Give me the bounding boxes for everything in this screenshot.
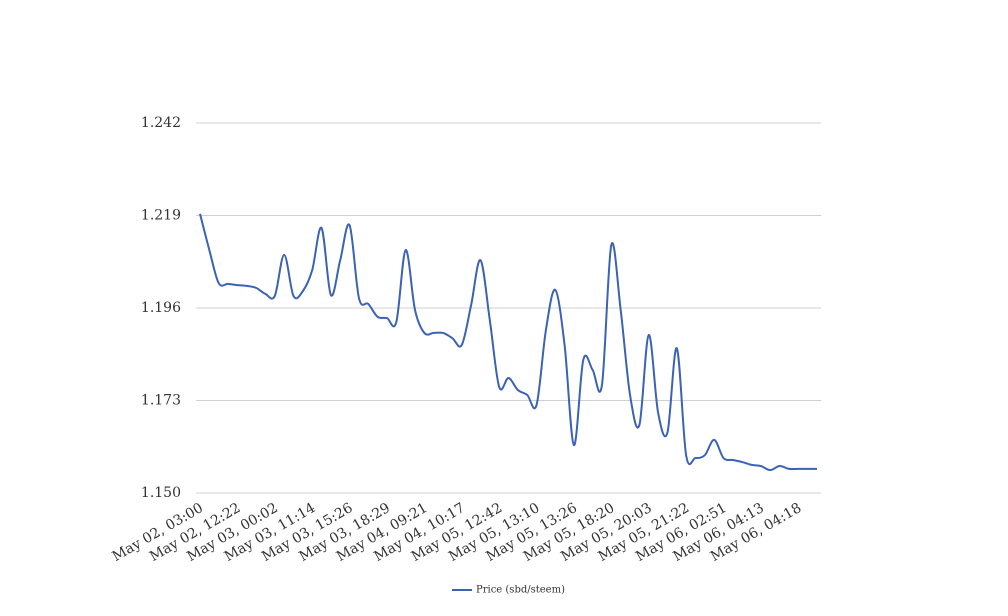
y-tick-label: 1.173 [141, 393, 181, 409]
y-tick-label: 1.219 [141, 208, 181, 224]
y-tick-label: 1.150 [141, 485, 181, 501]
y-tick-label: 1.196 [141, 300, 181, 316]
price-line [199, 213, 817, 472]
legend-label: Price (sbd/steem) [476, 585, 565, 596]
y-tick-label: 1.242 [141, 115, 181, 131]
